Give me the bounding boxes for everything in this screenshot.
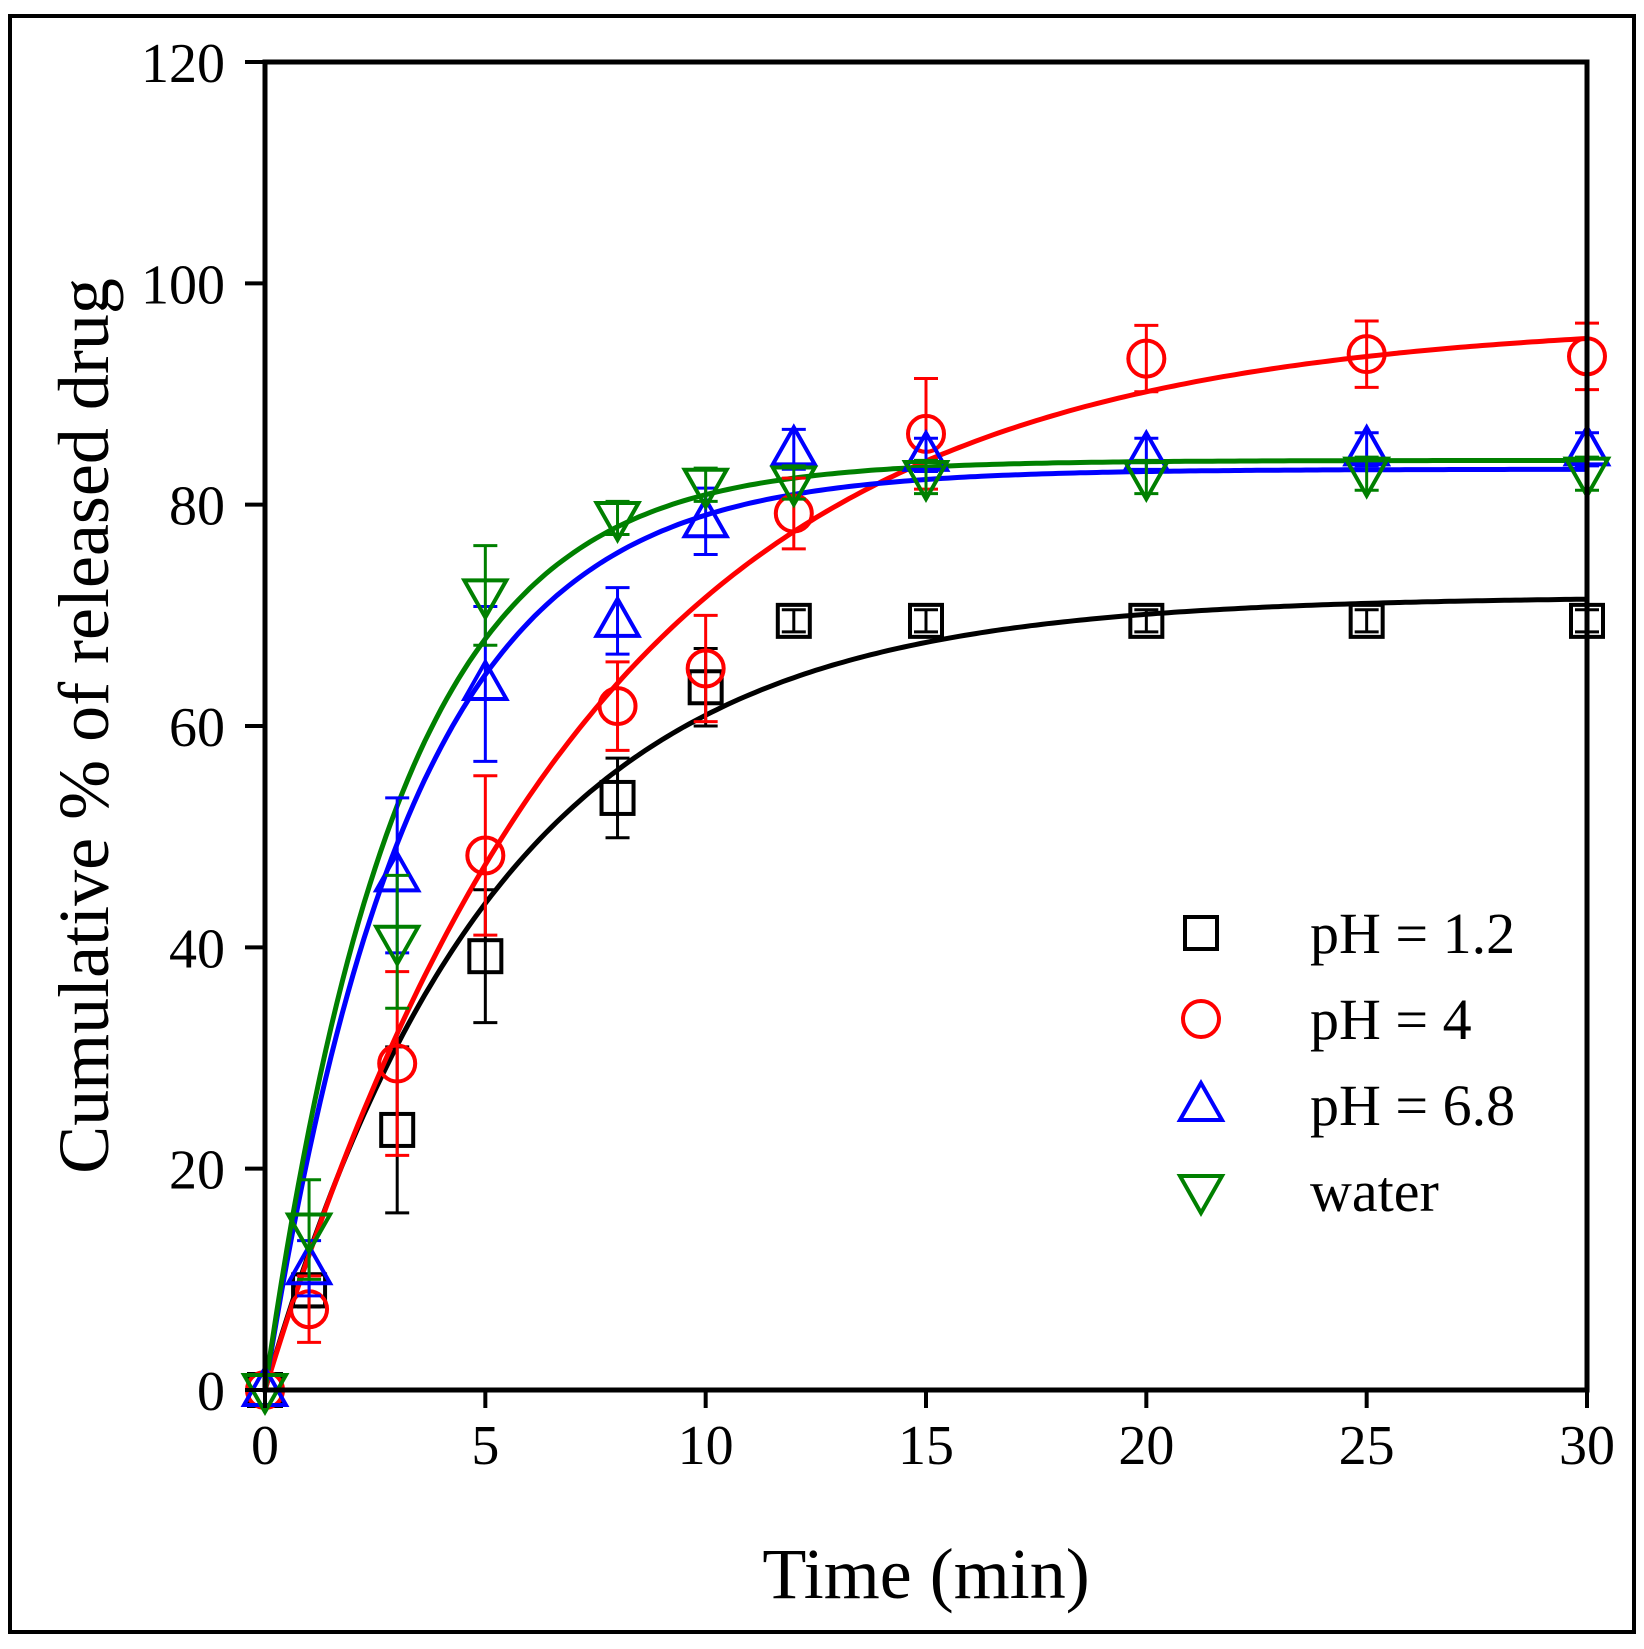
figure-border [8, 14, 1636, 1634]
x-tick-label: 0 [251, 1415, 279, 1477]
data-point [460, 578, 510, 622]
data-point [1128, 602, 1165, 639]
data-point [1348, 602, 1385, 639]
y-tick-label: 80 [169, 476, 225, 538]
data-point [769, 423, 819, 467]
data-point [599, 779, 636, 816]
y-tick-label: 100 [141, 254, 225, 316]
data-points [240, 319, 1612, 1417]
data-point [597, 686, 638, 727]
x-tick-label: 5 [471, 1415, 499, 1477]
data-point [681, 467, 731, 511]
legend-label-1: pH = 4 [1310, 987, 1472, 1052]
x-tick-label: 30 [1559, 1415, 1615, 1477]
x-tick-label: 15 [898, 1415, 954, 1477]
x-axis-label: Time (min) [762, 1534, 1089, 1614]
data-point [284, 1242, 334, 1286]
data-point [775, 602, 812, 639]
y-tick-label: 0 [197, 1361, 225, 1423]
series-3 [240, 455, 1612, 1417]
data-point [284, 1212, 334, 1256]
y-tick-label: 40 [169, 918, 225, 980]
data-point [377, 1043, 418, 1084]
data-point [769, 465, 819, 509]
legend-label-0: pH = 1.2 [1310, 901, 1515, 966]
data-point [372, 924, 422, 968]
data-point [1126, 338, 1167, 379]
x-tick-label: 10 [678, 1415, 734, 1477]
data-point [1342, 456, 1392, 500]
data-point [1346, 334, 1387, 375]
data-point [593, 594, 642, 638]
legend-label-3: water [1310, 1159, 1439, 1224]
legend-marker-0 [1183, 915, 1219, 951]
legend-label-2: pH = 6.8 [1310, 1073, 1515, 1138]
x-tick-label: 25 [1339, 1415, 1395, 1477]
legend-marker-2 [1176, 1078, 1226, 1122]
x-tick-label: 20 [1118, 1415, 1174, 1477]
axes: 0 5 10 15 20 25 30 0 20 40 60 80 100 120 [141, 33, 1615, 1477]
data-point [681, 495, 731, 539]
legend-marker-3 [1176, 1174, 1226, 1218]
legend: pH = 1.2 pH = 4 pH = 6.8 water [1176, 901, 1515, 1224]
data-point [465, 835, 506, 876]
legend-marker-1 [1181, 999, 1221, 1039]
y-axis-label: Cumulative % of released drug [44, 278, 124, 1174]
data-point [901, 460, 951, 504]
data-point [593, 500, 642, 544]
data-point [908, 602, 944, 639]
data-point [460, 657, 510, 701]
y-tick-label: 60 [169, 697, 225, 759]
data-point [467, 938, 504, 975]
data-point [1121, 460, 1171, 504]
y-tick-label: 20 [169, 1140, 225, 1202]
data-point [685, 648, 726, 689]
y-tick-label: 120 [141, 33, 225, 95]
